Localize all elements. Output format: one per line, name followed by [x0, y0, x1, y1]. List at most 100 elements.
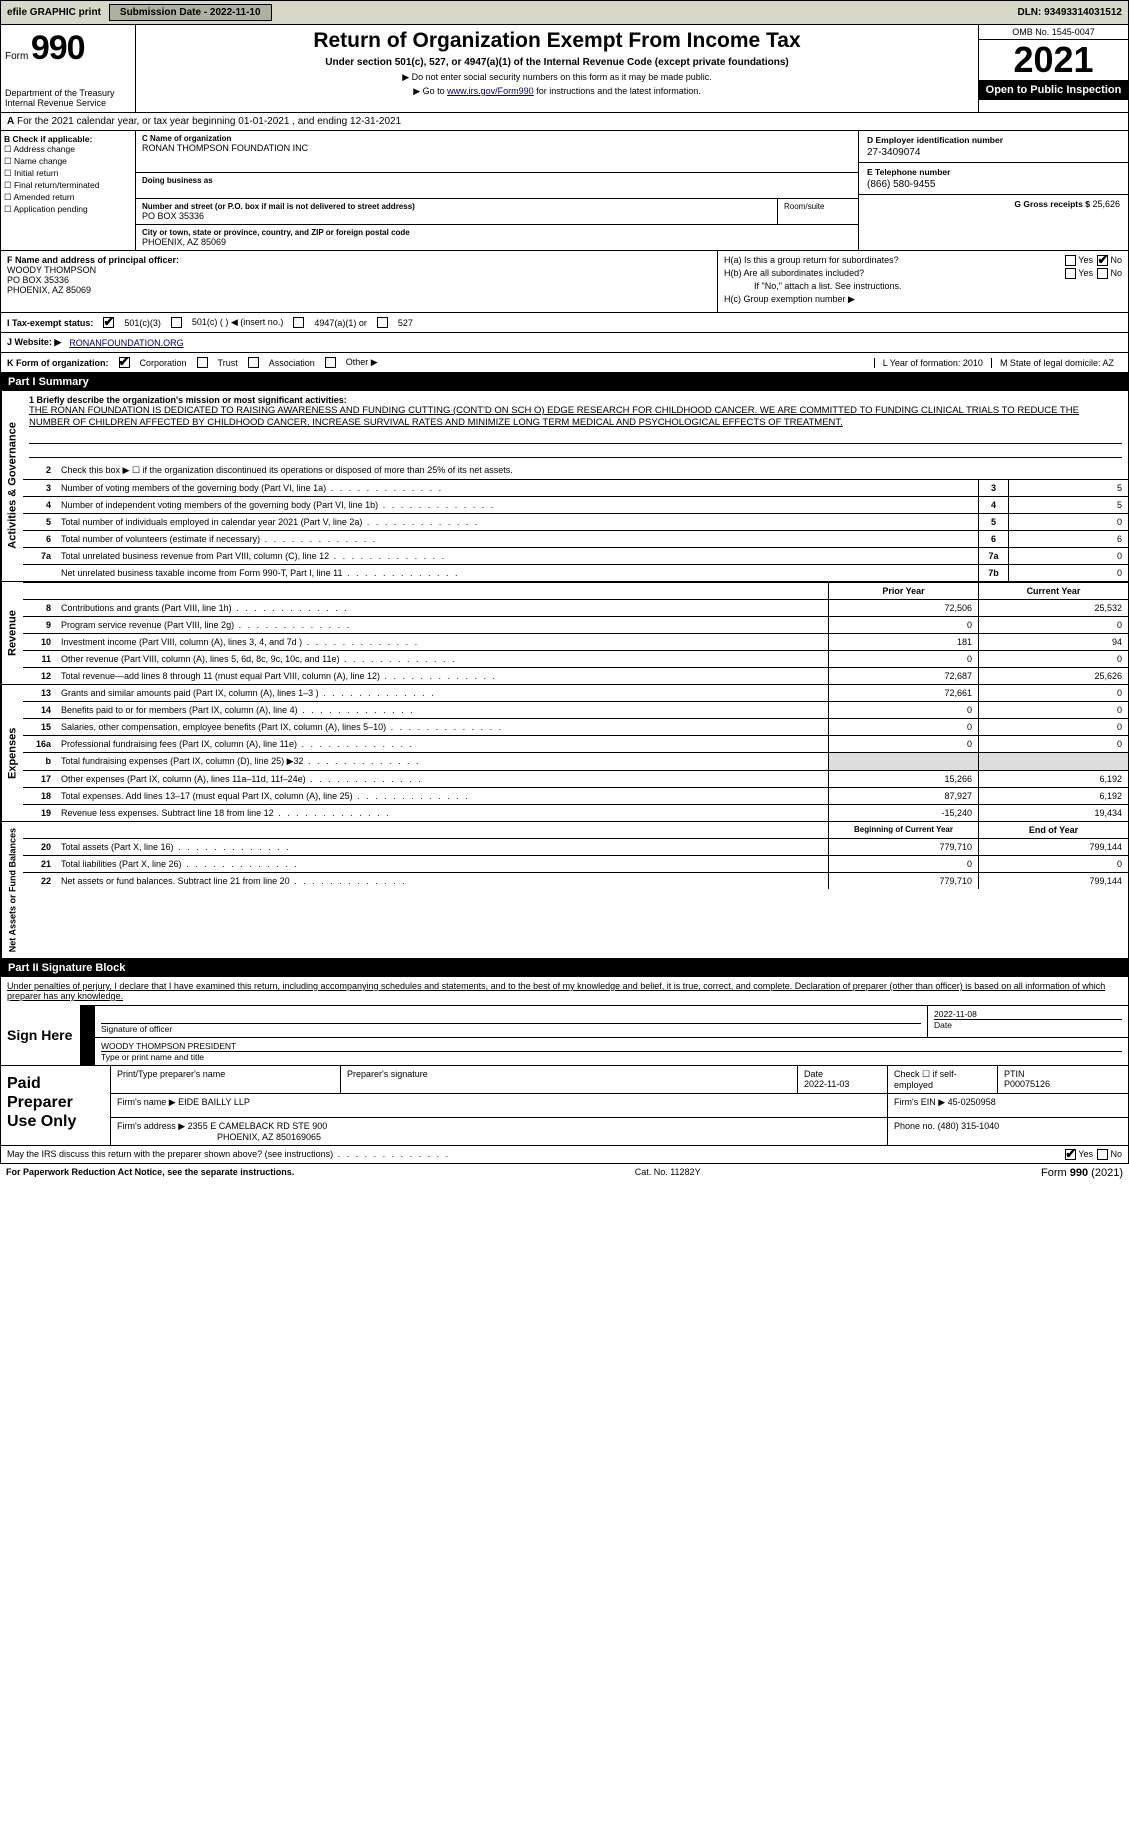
cb-501c3: [103, 317, 114, 328]
i-label: I Tax-exempt status:: [7, 318, 93, 328]
part2-header: Part II Signature Block: [0, 959, 1129, 977]
submission-date-button[interactable]: Submission Date - 2022-11-10: [109, 4, 272, 21]
mission-line: [29, 446, 1122, 458]
activities-body: 1 Briefly describe the organization's mi…: [23, 391, 1128, 581]
sign-here-grid: Sign Here Signature of officer 2022-11-0…: [1, 1005, 1128, 1065]
current-year-header: Current Year: [978, 583, 1128, 599]
arrow-icon: [81, 1038, 95, 1065]
opt-501c: 501(c) ( ) ◀ (insert no.): [192, 317, 283, 328]
sig-date-value: 2022-11-08: [934, 1009, 1122, 1019]
k-label: K Form of organization:: [7, 358, 109, 368]
begin-year-header: Beginning of Current Year: [828, 822, 978, 838]
prep-row-2: Firm's name ▶ EIDE BAILLY LLP Firm's EIN…: [111, 1094, 1128, 1118]
ein-value: 27-3409074: [867, 147, 1120, 158]
discuss-row: May the IRS discuss this return with the…: [0, 1146, 1129, 1164]
website-link[interactable]: RONANFOUNDATION.ORG: [69, 338, 183, 348]
hc-line: H(c) Group exemption number ▶: [724, 294, 1122, 305]
sig-date-label: Date: [934, 1019, 1122, 1030]
gross-label: G Gross receipts $: [1014, 199, 1090, 209]
table-row: 13Grants and similar amounts paid (Part …: [23, 685, 1128, 702]
top-bar: efile GRAPHIC print Submission Date - 20…: [0, 0, 1129, 25]
cb-assoc: [248, 357, 259, 368]
rev-header: Prior Year Current Year: [23, 582, 1128, 600]
section-h: H(a) Is this a group return for subordin…: [718, 251, 1128, 312]
paid-body: Print/Type preparer's name Preparer's si…: [111, 1066, 1128, 1145]
part1-header: Part I Summary: [0, 373, 1129, 391]
col-b: B Check if applicable: ☐ Address change …: [1, 131, 136, 250]
revenue-section: Revenue Prior Year Current Year 8Contrib…: [0, 582, 1129, 685]
section-f: F Name and address of principal officer:…: [1, 251, 718, 312]
section-k: K Form of organization: Corporation Trus…: [0, 353, 1129, 373]
j-label: J Website: ▶: [7, 337, 61, 348]
officer-name-cell: WOODY THOMPSON PRESIDENT Type or print n…: [95, 1038, 1128, 1065]
street-cell: Number and street (or P.O. box if mail i…: [136, 199, 778, 224]
form-note1: ▶ Do not enter social security numbers o…: [146, 72, 968, 83]
mission-block: 1 Briefly describe the organization's mi…: [23, 391, 1128, 462]
m-state: M State of legal domicile: AZ: [991, 358, 1122, 368]
sign-here-label: Sign Here: [1, 1005, 81, 1065]
tab-activities: Activities & Governance: [1, 391, 23, 581]
c-street-row: Number and street (or P.O. box if mail i…: [136, 199, 858, 225]
firm-name-cell: Firm's name ▶ EIDE BAILLY LLP: [111, 1094, 888, 1117]
f-addr2: PHOENIX, AZ 85069: [7, 285, 711, 295]
f-addr1: PO BOX 35336: [7, 275, 711, 285]
c-name-block: C Name of organization RONAN THOMPSON FO…: [136, 131, 858, 173]
officer-name: WOODY THOMPSON PRESIDENT: [101, 1041, 1122, 1051]
table-row: 11Other revenue (Part VIII, column (A), …: [23, 651, 1128, 668]
mission-line: [29, 432, 1122, 444]
cb-527: [377, 317, 388, 328]
cb-initial: ☐ Initial return: [4, 168, 132, 179]
open-public-badge: Open to Public Inspection: [979, 80, 1128, 100]
gross-value: 25,626: [1092, 199, 1120, 209]
cb-trust: [197, 357, 208, 368]
table-row: 12Total revenue—add lines 8 through 11 (…: [23, 668, 1128, 684]
cb-address: ☐ Address change: [4, 144, 132, 155]
opt-corp: Corporation: [140, 358, 187, 368]
header-right: OMB No. 1545-0047 2021 Open to Public In…: [978, 25, 1128, 112]
signature-section: Under penalties of perjury, I declare th…: [0, 977, 1129, 1146]
mission-text: THE RONAN FOUNDATION IS DEDICATED TO RAI…: [29, 405, 1122, 430]
table-row: 5Total number of individuals employed in…: [23, 514, 1128, 531]
table-row: 22Net assets or fund balances. Subtract …: [23, 873, 1128, 889]
c-dba-block: Doing business as: [136, 173, 858, 199]
net-header: Beginning of Current Year End of Year: [23, 822, 1128, 839]
discuss-yn: Yes No: [1063, 1149, 1122, 1160]
opt-other: Other ▶: [346, 357, 378, 368]
firm-addr-cell: Firm's address ▶ 2355 E CAMELBACK RD STE…: [111, 1118, 888, 1145]
form-footer: Form 990 (2021): [1041, 1167, 1123, 1179]
cb-name: ☐ Name change: [4, 156, 132, 167]
discuss-no-cb: [1097, 1149, 1108, 1160]
table-row: 15Salaries, other compensation, employee…: [23, 719, 1128, 736]
phone-label: E Telephone number: [867, 167, 1120, 177]
note2-pre: ▶ Go to: [413, 86, 447, 96]
section-bcd: B Check if applicable: ☐ Address change …: [0, 131, 1129, 251]
col-c: C Name of organization RONAN THOMPSON FO…: [136, 131, 858, 250]
table-row: 6Total number of volunteers (estimate if…: [23, 531, 1128, 548]
activities-section: Activities & Governance 1 Briefly descri…: [0, 391, 1129, 582]
tab-expenses: Expenses: [1, 685, 23, 821]
line2: 2 Check this box ▶ ☐ if the organization…: [23, 462, 1128, 480]
c-name-label: C Name of organization: [142, 134, 852, 143]
section-j: J Website: ▶ RONANFOUNDATION.ORG: [0, 333, 1129, 353]
ein-label: D Employer identification number: [867, 135, 1120, 145]
form-note2: ▶ Go to www.irs.gov/Form990 for instruct…: [146, 86, 968, 97]
table-row: bTotal fundraising expenses (Part IX, co…: [23, 753, 1128, 771]
table-row: 7aTotal unrelated business revenue from …: [23, 548, 1128, 565]
opt-4947: 4947(a)(1) or: [314, 318, 367, 328]
firm-phone-cell: Phone no. (480) 315-1040: [888, 1118, 1128, 1145]
opt-assoc: Association: [269, 358, 315, 368]
cb-4947: [293, 317, 304, 328]
line1-label: 1 Briefly describe the organization's mi…: [29, 395, 1122, 405]
prep-row-3: Firm's address ▶ 2355 E CAMELBACK RD STE…: [111, 1118, 1128, 1145]
table-row: 16aProfessional fundraising fees (Part I…: [23, 736, 1128, 753]
firm-ein-cell: Firm's EIN ▶ 45-0250958: [888, 1094, 1128, 1117]
city-value: PHOENIX, AZ 85069: [142, 237, 852, 247]
col-d: D Employer identification number 27-3409…: [858, 131, 1128, 250]
ein-cell: D Employer identification number 27-3409…: [859, 131, 1128, 163]
efile-label: efile GRAPHIC print: [7, 7, 101, 18]
irs-link[interactable]: www.irs.gov/Form990: [447, 86, 534, 96]
phone-value: (866) 580-9455: [867, 179, 1120, 190]
sig-officer-label: Signature of officer: [101, 1023, 921, 1034]
tab-net-assets: Net Assets or Fund Balances: [1, 822, 23, 958]
period-text: For the 2021 calendar year, or tax year …: [17, 116, 401, 127]
